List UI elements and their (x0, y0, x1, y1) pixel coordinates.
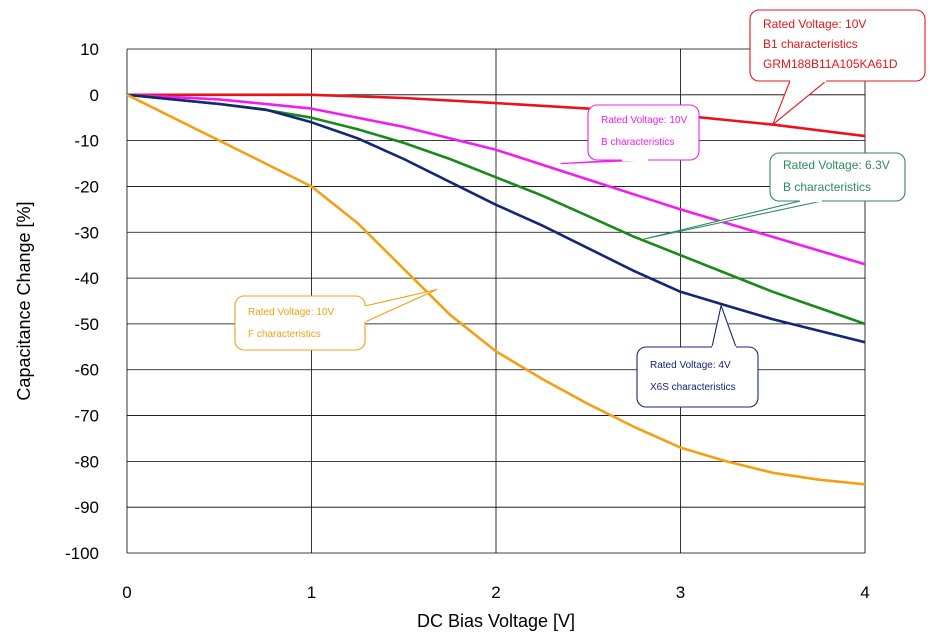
y-tick-label: -80 (74, 452, 99, 471)
series-layer (126, 93, 866, 486)
series-line-3 (126, 93, 866, 326)
series-line-5 (126, 93, 866, 486)
callout-box (587, 104, 700, 161)
callout-box (749, 9, 926, 82)
x-tick-label: 1 (307, 583, 316, 602)
y-tick-label: 10 (80, 40, 99, 59)
x-tick-label: 0 (122, 583, 131, 602)
callout-text: B characteristics (783, 180, 871, 194)
callout-text: B1 characteristics (763, 37, 858, 51)
callout-text: Rated Voltage: 10V (763, 17, 866, 31)
callout-text: Rated Voltage: 10V (601, 115, 688, 126)
callout-text: X6S characteristics (650, 382, 736, 393)
y-tick-label: -90 (74, 498, 99, 517)
y-tick-label: -100 (65, 544, 99, 563)
callout-text: B characteristics (601, 137, 674, 148)
series-line-1 (127, 93, 866, 138)
callout-2: Rated Voltage: 10V B characteristics (560, 104, 700, 165)
x-tick-label: 4 (860, 583, 869, 602)
y-tick-label: -10 (74, 132, 99, 151)
y-tick-label: -40 (74, 269, 99, 288)
callout-box (769, 152, 906, 202)
x-tick-label: 2 (491, 583, 500, 602)
callout-text: Rated Voltage: 10V (248, 307, 335, 318)
x-tick-label: 3 (676, 583, 685, 602)
grid (126, 48, 866, 554)
callout-text: F characteristics (248, 329, 321, 340)
callout-box (234, 295, 366, 351)
callout-text: GRM188B11A105KA61D (763, 57, 898, 71)
callout-text: Rated Voltage: 4V (650, 360, 731, 371)
series-line-2 (126, 93, 866, 266)
series-line-4 (126, 93, 866, 344)
callout-3: Rated Voltage: 6.3V B characteristics (643, 152, 906, 240)
y-tick-label: -30 (74, 223, 99, 242)
y-tick-label: 0 (90, 86, 99, 105)
callout-layer: Rated Voltage: 10V B1 characteristics GRM1… (234, 9, 926, 408)
y-tick-label: -70 (74, 407, 99, 426)
callout-1: Rated Voltage: 10V B1 characteristics GRM1… (749, 9, 926, 127)
callout-text: Rated Voltage: 6.3V (783, 158, 890, 172)
y-axis-label: Capacitance Change [%] (14, 201, 34, 400)
callout-4: Rated Voltage: 10V F characteristics (234, 289, 438, 351)
y-tick-label: -60 (74, 361, 99, 380)
callout-box (636, 346, 759, 408)
y-tick-label: -50 (74, 315, 99, 334)
callout-5: Rated Voltage: 4V X6S characteristics (636, 303, 759, 408)
y-tick-label: -20 (74, 177, 99, 196)
tick-labels: 10 0 -10 -20 -30 -40 -50 -60 -70 -80 -90 -100 0 1 2 3 4 (65, 40, 870, 602)
x-axis-label: DC Bias Voltage [V] (417, 611, 575, 631)
